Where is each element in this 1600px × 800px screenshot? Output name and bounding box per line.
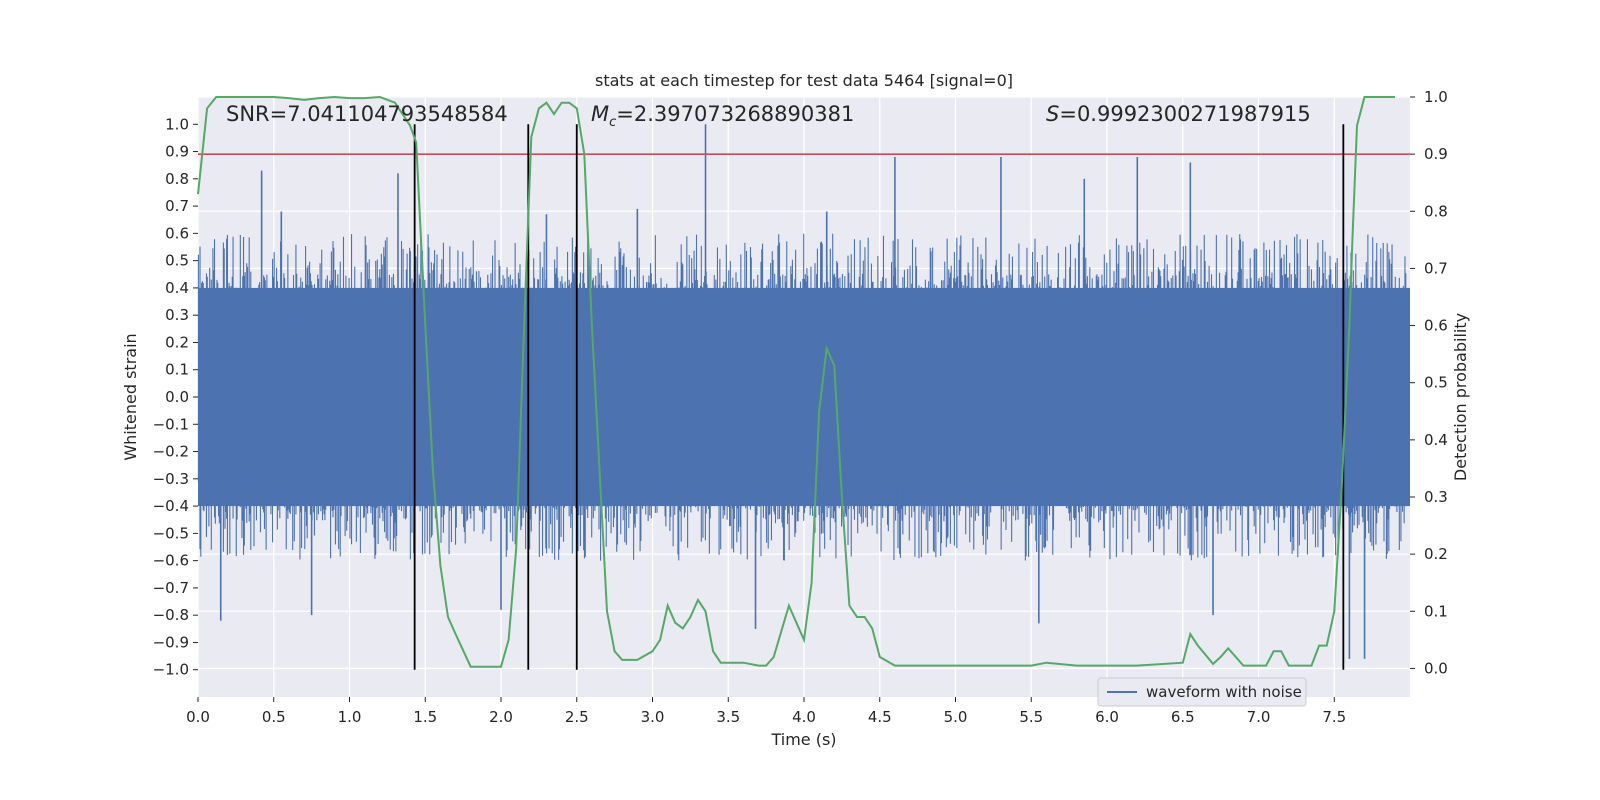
score-symbol: S: [1046, 102, 1059, 126]
y-right-tick-label: 0.9: [1424, 145, 1448, 163]
y-left-tick-label: 0.3: [165, 306, 189, 324]
x-tick-label: 1.0: [338, 708, 362, 726]
y-left-tick-label: 0.6: [165, 224, 189, 242]
y-left-tick-label: −0.8: [153, 606, 189, 624]
x-tick-label: 2.0: [489, 708, 513, 726]
x-tick-label: 3.0: [641, 708, 665, 726]
x-tick-label: 5.5: [1019, 708, 1043, 726]
annotation-chirp-mass: Mc=2.397073268890381: [591, 102, 854, 130]
y-right-tick-label: 0.1: [1424, 602, 1448, 620]
annotation-snr: SNR=7.041104793548584: [226, 102, 508, 126]
y-left-tick-label: 0.4: [165, 279, 189, 297]
y-left-tick-label: 0.0: [165, 388, 189, 406]
y-left-tick-label: 0.7: [165, 197, 189, 215]
y-left-tick-label: −0.3: [153, 470, 189, 488]
y-left-axis-label: Whitened strain: [121, 333, 140, 460]
legend-label: waveform with noise: [1146, 683, 1302, 701]
chirp-mass-subscript: c: [609, 115, 616, 130]
chart-title: stats at each timestep for test data 546…: [595, 71, 1013, 90]
x-tick-label: 3.5: [716, 708, 740, 726]
y-left-tick-label: 1.0: [165, 115, 189, 133]
x-tick-label: 6.5: [1171, 708, 1195, 726]
y-left-tick-label: −0.9: [153, 633, 189, 651]
x-tick-label: 0.0: [186, 708, 210, 726]
score-value: =0.9992300271987915: [1059, 102, 1310, 126]
x-tick-label: 0.5: [262, 708, 286, 726]
y-right-tick-label: 0.2: [1424, 545, 1448, 563]
y-left-tick-label: 0.9: [165, 143, 189, 161]
y-left-tick-label: 0.1: [165, 361, 189, 379]
legend-box: [1097, 677, 1307, 707]
y-right-tick-label: 0.7: [1424, 259, 1448, 277]
y-left-tick-label: −0.5: [153, 524, 189, 542]
y-right-tick-label: 1.0: [1424, 88, 1448, 106]
y-right-tick-label: 0.8: [1424, 202, 1448, 220]
x-tick-label: 4.0: [792, 708, 816, 726]
y-right-axis-ticks: 1.0 0.9 0.8 0.7 0.6 0.5 0.4 0.3 0.2 0.1 0.0: [1410, 88, 1448, 677]
series-waveform: [197, 124, 1410, 659]
y-right-tick-label: 0.3: [1424, 488, 1448, 506]
x-axis-label: Time (s): [770, 730, 836, 749]
x-tick-label: 7.0: [1247, 708, 1271, 726]
series-detection-probability: [197, 95, 1395, 668]
x-tick-label: 1.5: [413, 708, 437, 726]
y-left-axis-ticks: 1.0 0.9 0.8 0.7 0.6 0.5 0.4 0.3 0.2 0.1 0.0 −0.1 −0.…: [153, 115, 198, 679]
y-left-tick-label: −0.2: [153, 443, 189, 461]
y-left-tick-label: −0.4: [153, 497, 189, 515]
x-tick-label: 6.0: [1095, 708, 1119, 726]
y-right-tick-label: 0.4: [1424, 431, 1448, 449]
y-right-tick-label: 0.6: [1424, 317, 1448, 335]
chirp-mass-value: =2.397073268890381: [616, 102, 854, 126]
y-left-tick-label: −0.7: [153, 579, 189, 597]
y-left-tick-label: 0.8: [165, 170, 189, 188]
x-axis-ticks: 0.0 0.5 1.0 1.5 2.0 2.5 3.0 3.5 4.0 4.5 5.0 5.5 6.0 6…: [186, 697, 1346, 726]
y-left-tick-label: −0.1: [153, 415, 189, 433]
y-left-tick-label: 0.5: [165, 252, 189, 270]
y-left-tick-label: 0.2: [165, 333, 189, 351]
x-tick-label: 5.0: [944, 708, 968, 726]
x-tick-label: 2.5: [565, 708, 589, 726]
y-left-tick-label: −1.0: [153, 661, 189, 679]
y-left-tick-label: −0.6: [153, 552, 189, 570]
y-right-tick-label: 0.5: [1424, 374, 1448, 392]
y-right-tick-label: 0.0: [1424, 659, 1448, 677]
waveform-trace: [197, 233, 1408, 561]
legend: waveform with noise: [1097, 677, 1307, 707]
y-right-axis-label: Detection probability: [1451, 313, 1470, 481]
annotation-score: S=0.9992300271987915: [1046, 102, 1311, 126]
chirp-mass-symbol: M: [591, 102, 609, 126]
x-tick-label: 7.5: [1322, 708, 1346, 726]
x-tick-label: 4.5: [868, 708, 892, 726]
